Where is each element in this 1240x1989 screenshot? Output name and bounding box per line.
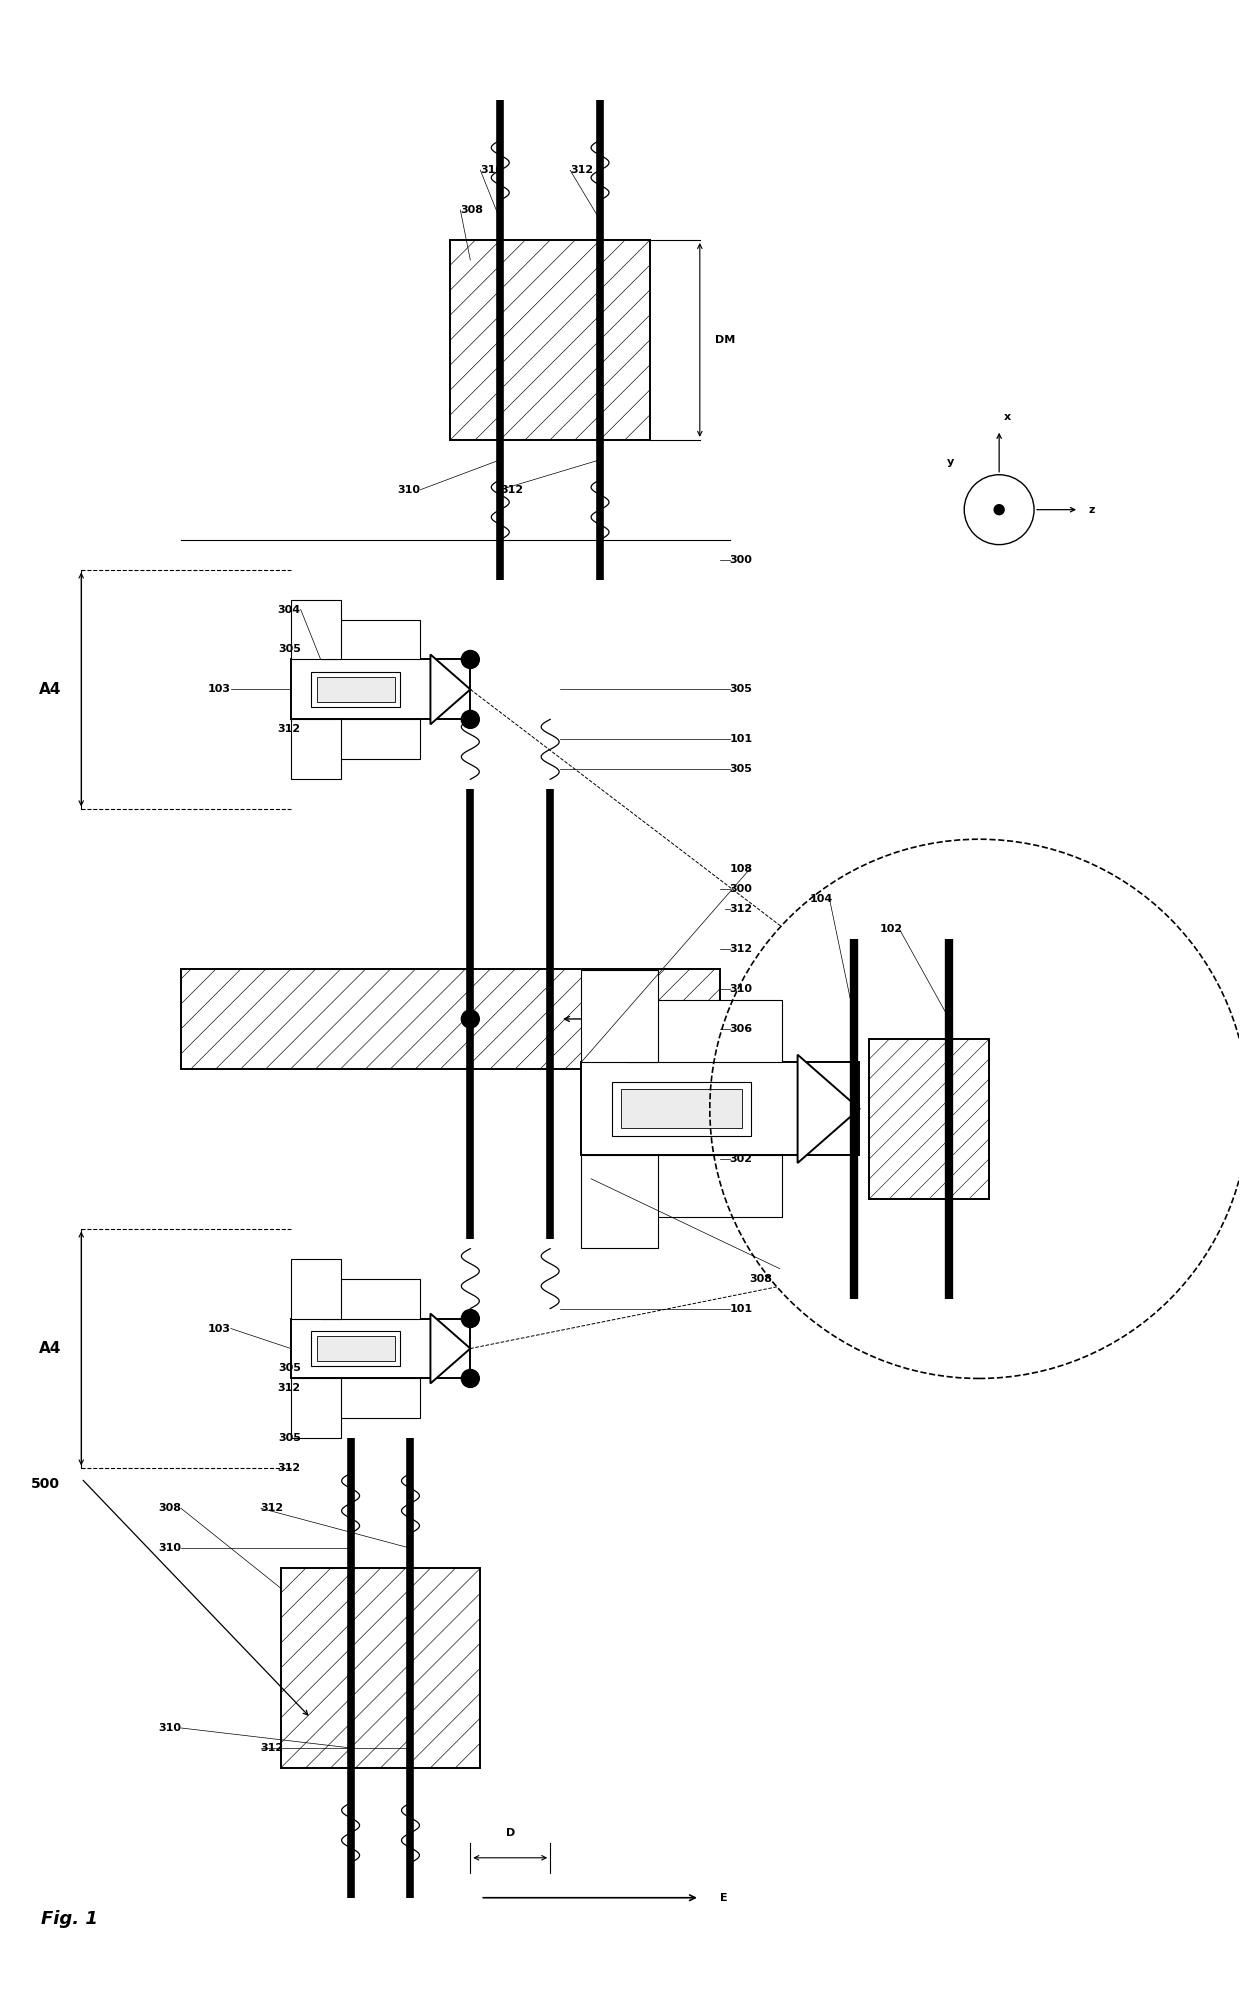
Text: 310: 310 [730,985,753,994]
Text: 312: 312 [278,1464,301,1474]
Polygon shape [430,1313,470,1384]
Text: 305: 305 [730,684,753,694]
Text: DM: DM [1029,1114,1049,1124]
Text: 104: 104 [810,895,833,905]
Text: 312: 312 [570,165,593,175]
Bar [290,599,341,660]
Bar [316,676,394,702]
Circle shape [709,839,1240,1378]
Circle shape [461,1010,480,1028]
Text: 312: 312 [260,1504,284,1514]
Text: z: z [1089,505,1095,515]
Text: 305: 305 [730,764,753,774]
Text: Fig. 1: Fig. 1 [41,1909,98,1927]
Text: 108: 108 [730,863,753,875]
Text: D: D [506,1828,515,1838]
Text: IV: IV [630,998,642,1008]
Text: 310: 310 [157,1722,181,1732]
Text: 304: 304 [278,605,301,615]
Bar [450,241,650,440]
Bar [321,1378,420,1418]
Text: 302: 302 [730,1154,753,1164]
Text: 312: 312 [730,945,753,955]
Text: 101: 101 [730,734,753,744]
Circle shape [461,1370,480,1388]
Bar [621,1090,742,1128]
Text: 500: 500 [31,1478,61,1492]
Text: 312: 312 [500,485,523,495]
Bar [290,660,470,720]
Text: 305: 305 [278,1364,301,1374]
Text: 312: 312 [278,724,301,734]
Bar [280,1567,480,1768]
Text: 305: 305 [278,644,301,654]
Text: 308: 308 [460,205,484,215]
Text: 101: 101 [730,1303,753,1313]
Circle shape [461,650,480,668]
Bar [290,1259,341,1319]
Text: 103: 103 [208,1323,231,1333]
Circle shape [461,710,480,728]
Text: 300: 300 [730,555,753,565]
Text: 308: 308 [157,1504,181,1514]
Bar [290,720,341,780]
Polygon shape [430,654,470,724]
Bar [613,1082,751,1136]
Bar [869,1038,990,1199]
Text: 102: 102 [879,925,903,935]
Circle shape [994,505,1004,515]
Text: E: E [719,1894,728,1903]
Bar [290,1378,341,1438]
Bar [321,720,420,760]
Text: 306: 306 [730,1024,753,1034]
Circle shape [461,1309,480,1327]
Text: L: L [898,1349,905,1358]
Bar [290,1319,470,1378]
Bar [627,1156,782,1217]
Bar [321,1279,420,1319]
Text: y: y [947,457,955,467]
Bar [627,1000,782,1062]
Text: DM: DM [714,334,735,344]
Text: A4: A4 [38,1341,61,1356]
Text: 310: 310 [480,165,503,175]
Bar [181,969,719,1068]
Bar [582,969,658,1062]
Bar [582,1062,859,1156]
Circle shape [965,475,1034,545]
Text: 312: 312 [278,1384,301,1394]
Bar [311,672,401,706]
Text: 305: 305 [278,1434,301,1444]
Text: 312: 312 [730,905,753,915]
Text: 300: 300 [730,885,753,895]
Text: 308: 308 [750,1273,773,1283]
Bar [316,1337,394,1360]
Text: 103: 103 [208,684,231,694]
Bar [311,1331,401,1366]
Text: A4: A4 [38,682,61,696]
Bar [582,1156,658,1249]
Text: 310: 310 [398,485,420,495]
Text: x: x [1004,412,1012,422]
Text: 310: 310 [157,1543,181,1553]
Text: 312: 312 [260,1742,284,1752]
Polygon shape [797,1054,859,1164]
Bar [321,619,420,660]
